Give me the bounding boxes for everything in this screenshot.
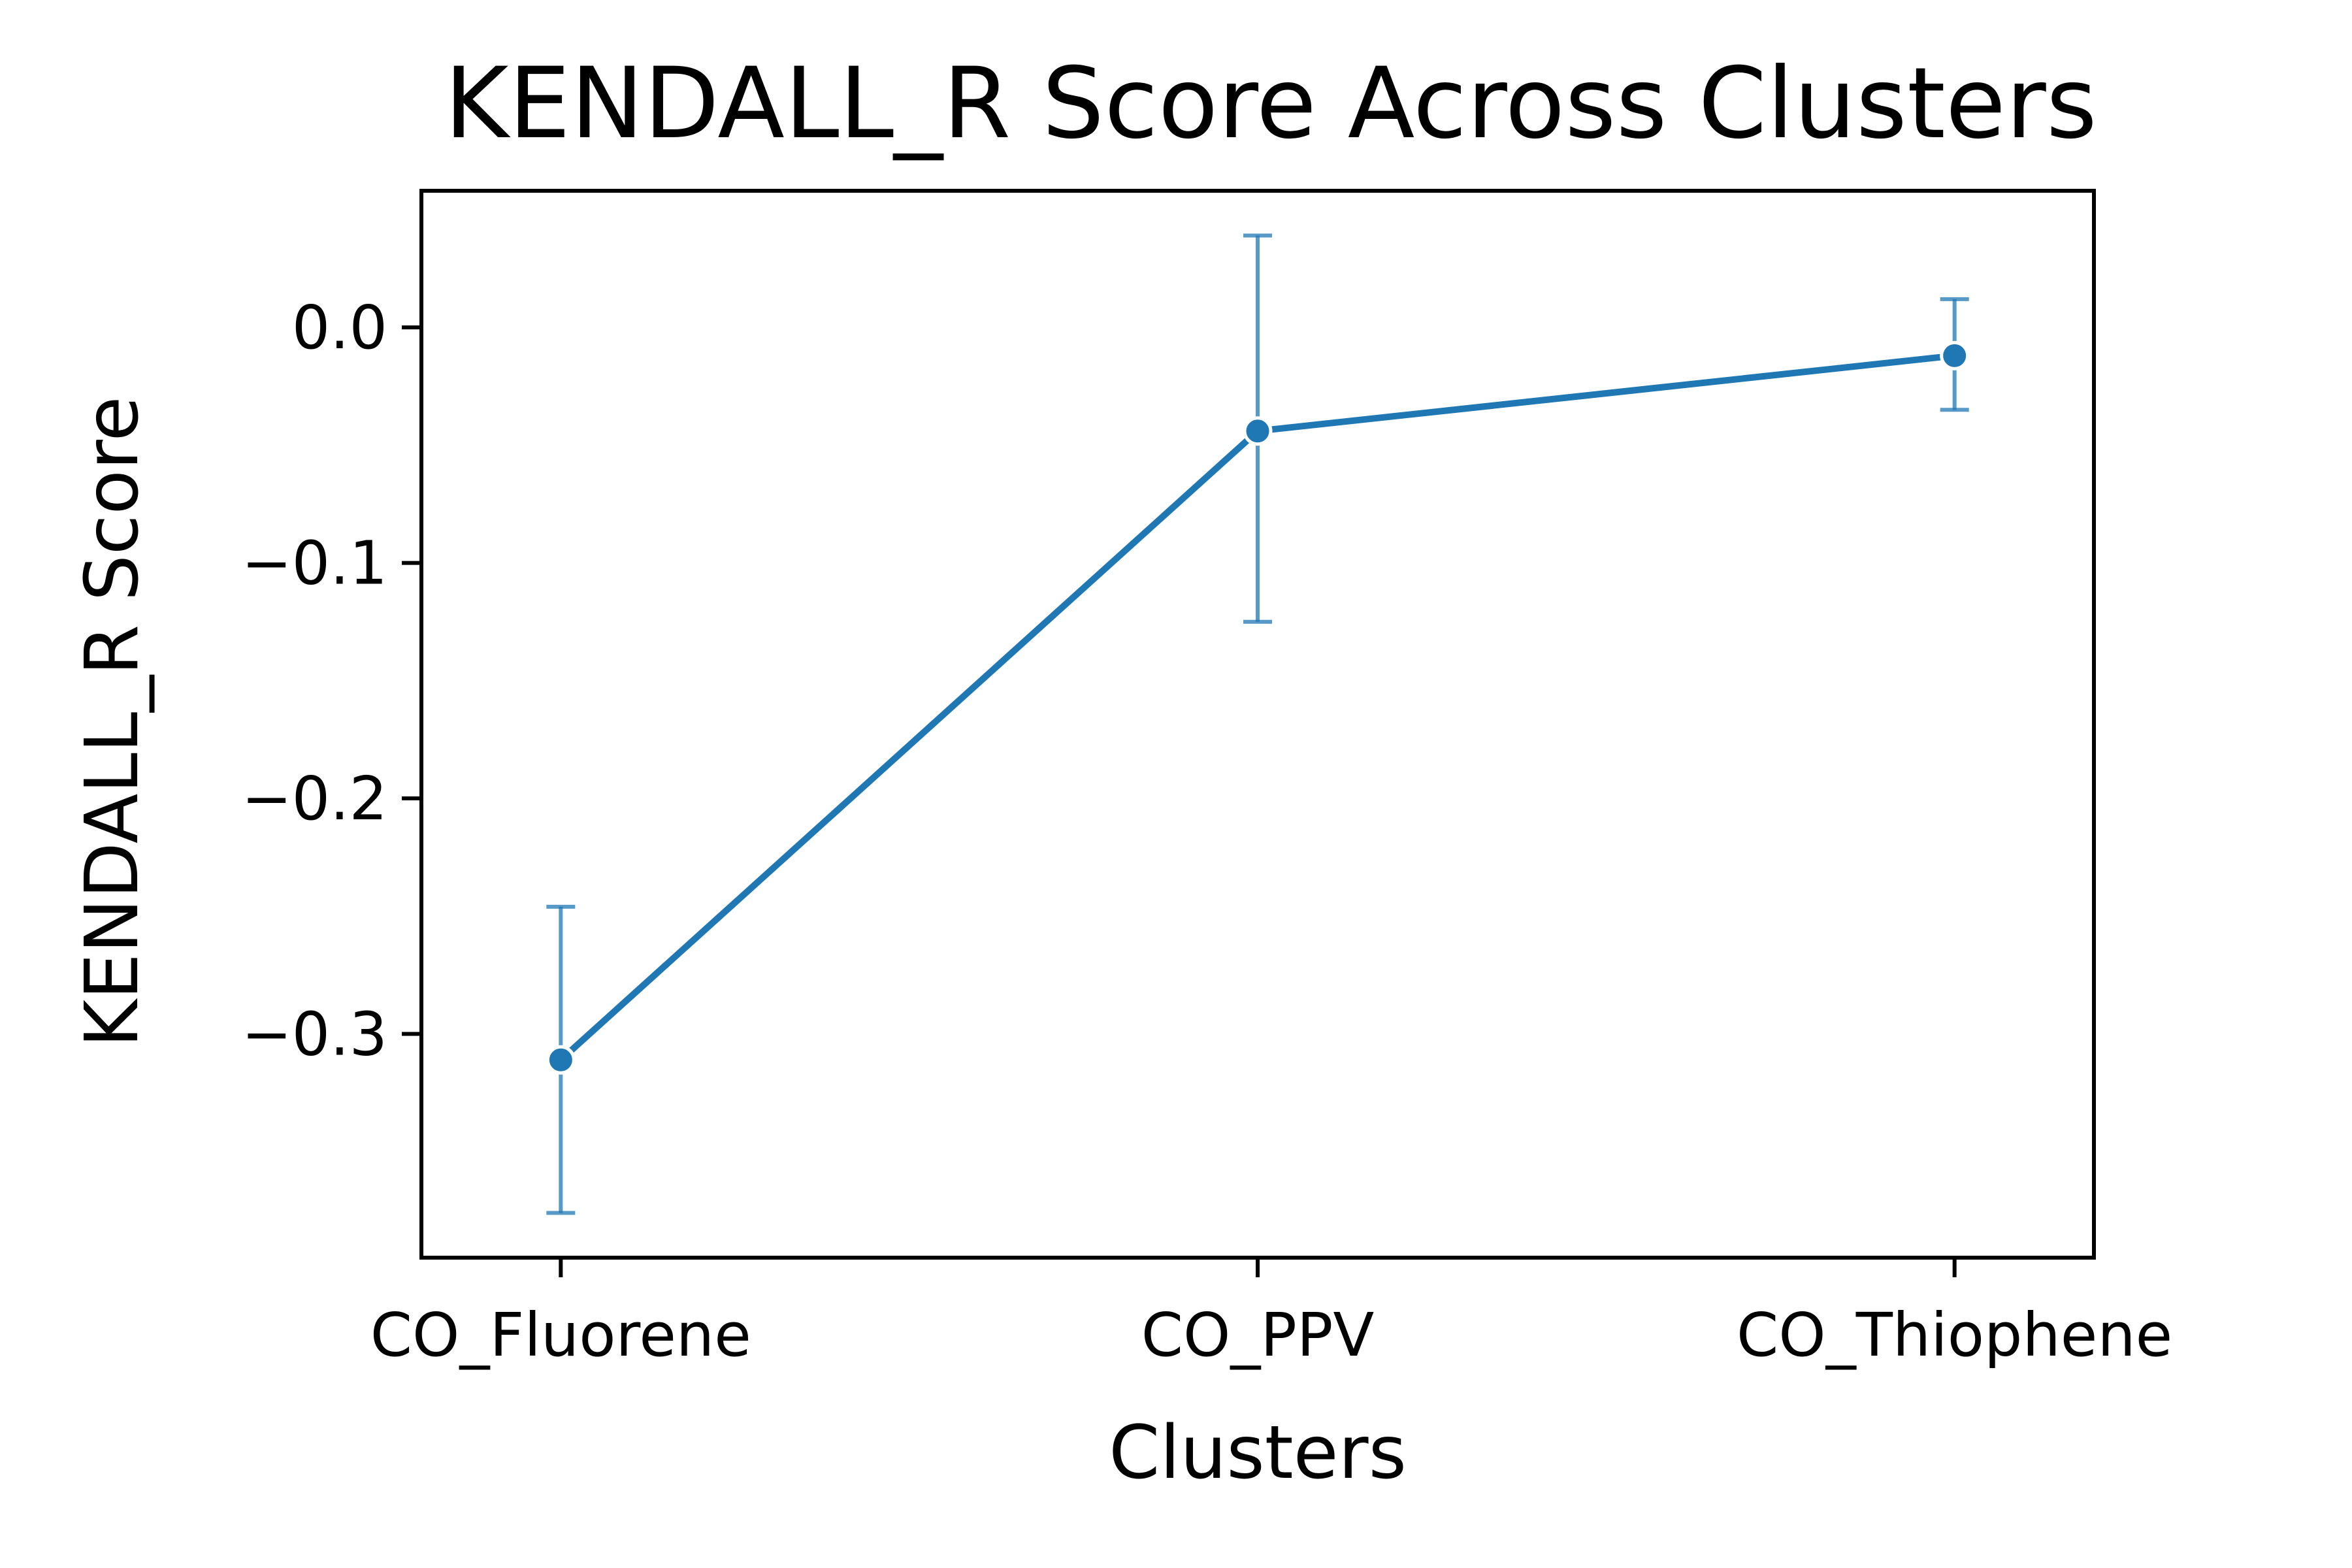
x-tick-label: CO_Thiophene: [1737, 1300, 2172, 1370]
x-axis-label: Clusters: [1109, 1411, 1407, 1495]
y-tick-label: −0.1: [242, 529, 387, 598]
x-tick-label: CO_Fluorene: [370, 1300, 751, 1370]
y-tick-label: −0.3: [242, 1000, 387, 1070]
y-tick-label: 0.0: [292, 293, 387, 363]
plot-frame: [419, 189, 2096, 1260]
chart-title: KENDALL_R Score Across Clusters: [444, 47, 2097, 161]
x-tick-label: CO_PPV: [1141, 1300, 1375, 1370]
plot-marks: 0.0 −0.1 −0.2 −0.3 CO_Fluorene CO_PPV CO_Thiop…: [242, 233, 2172, 1370]
y-axis-label: KENDALL_R Score: [70, 397, 155, 1048]
y-tick-label: −0.2: [242, 764, 387, 834]
data-point: [1940, 340, 1970, 370]
data-point: [1243, 416, 1273, 446]
data-point: [546, 1045, 576, 1075]
